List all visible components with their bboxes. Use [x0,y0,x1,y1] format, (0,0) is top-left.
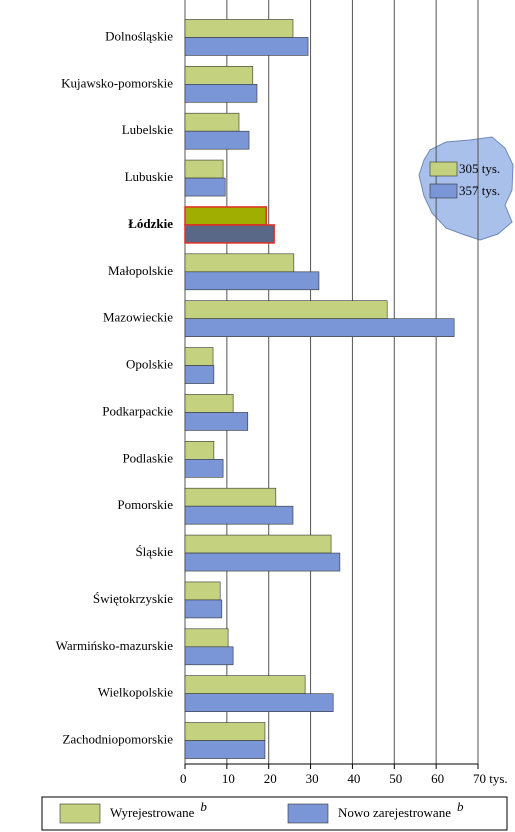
legend-swatch [59,803,101,824]
y-tick-label: Kujawsko-pomorskie [61,75,173,90]
bar [184,552,341,572]
x-tick-label: 30 [306,771,319,786]
bar [184,206,267,226]
x-tick-label: 50 [389,771,402,786]
bar [184,300,388,319]
bar [184,740,266,759]
y-tick-label: Opolskie [126,357,173,372]
legend-box [41,796,508,831]
y-tick-label: Małopolskie [108,263,173,278]
bar [184,505,294,525]
bar [184,646,234,666]
legend-label: Wyrejestrowane [110,805,195,820]
footnote-mark: b [200,799,207,814]
bar [184,487,277,507]
legend-label: Nowo zarejestrowane [338,805,451,820]
bar [184,459,224,478]
x-tick-label: 60 [431,771,444,786]
bar [184,722,266,741]
bar [184,534,332,554]
bar [184,271,320,291]
bar [184,628,229,648]
y-tick-label: Łódzkie [128,216,173,231]
bar [184,412,249,431]
bar [184,394,234,413]
x-tick-label: 20 [264,771,277,786]
y-tick-label: Śląskie [135,544,173,559]
bar [184,441,215,460]
x-tick-label: 40 [347,771,360,786]
bar [184,66,254,85]
y-tick-label: Świętokrzyskie [93,591,173,606]
bar [184,693,334,712]
y-tick-label: Warmińsko-mazurskie [56,638,174,653]
y-tick-label: Lubuskie [125,169,174,184]
bar [184,581,221,601]
legend-swatch [287,803,329,824]
y-tick-label: Dolnośląskie [105,28,173,43]
bar [184,130,250,150]
map-label: 357 tys. [459,183,500,198]
y-tick-label: Podlaskie [122,450,173,465]
footnote-mark: b [457,799,464,814]
x-tick-label: 70 tys. [473,771,508,786]
bar [184,224,275,244]
x-tick-label: 10 [222,771,235,786]
bar [184,253,295,273]
bar [184,177,226,197]
bar [184,37,309,56]
y-tick-label: Podkarpackie [102,403,173,418]
bar [184,318,455,337]
y-tick-label: Zachodniopomorskie [63,732,174,747]
bar [184,112,240,132]
y-tick-label: Lubelskie [122,122,173,137]
y-tick-label: Wielkopolskie [98,685,174,700]
y-tick-label: Pomorskie [117,497,173,512]
bar [184,365,215,384]
map-label: 305 tys. [459,161,500,176]
x-tick-label: 0 [180,771,187,786]
bar [184,19,294,38]
bar [184,159,224,179]
y-tick-label: Mazowieckie [103,310,173,325]
bar [184,599,223,619]
map-swatch [429,161,458,177]
bar [184,84,258,103]
map-swatch [429,183,458,199]
bar [184,347,214,366]
bar [184,675,306,694]
